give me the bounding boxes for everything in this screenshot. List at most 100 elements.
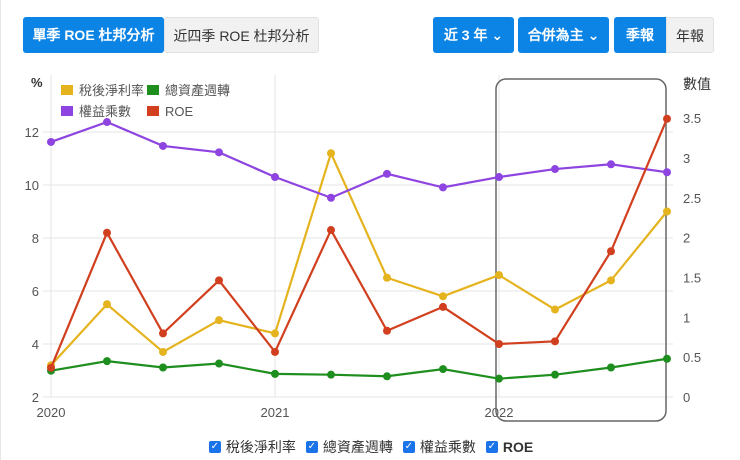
data-point[interactable] [495, 173, 503, 182]
consolidation-label: 合併為主 [527, 27, 584, 43]
data-point[interactable] [383, 273, 391, 282]
y-right-tick: 2.5 [683, 191, 701, 206]
data-point[interactable] [47, 363, 55, 372]
x-tick: 2021 [261, 405, 290, 420]
data-point[interactable] [159, 141, 167, 150]
data-point[interactable] [383, 326, 391, 335]
data-point[interactable] [551, 305, 559, 314]
data-point[interactable] [159, 329, 167, 338]
data-point[interactable] [103, 357, 111, 366]
data-point[interactable] [327, 226, 335, 235]
y-left-tick: 2 [32, 390, 39, 405]
tab-trailing-four-quarter-roe[interactable]: 近四季 ROE 杜邦分析 [164, 17, 319, 53]
data-point[interactable] [551, 165, 559, 174]
series-line [50, 150, 668, 366]
y-left-tick: 4 [32, 337, 39, 352]
data-point[interactable] [551, 337, 559, 346]
dupont-line-chart: 2 4 6 8 10 12 0 0.5 1 1.5 2 2.5 3 3.5% 數值 2020 2021 2022 稅… [25, 75, 711, 422]
data-point[interactable] [383, 372, 391, 381]
tab-single-quarter-roe[interactable]: 單季 ROE 杜邦分析 [23, 17, 164, 53]
data-point[interactable] [271, 369, 279, 378]
y-left-tick: 6 [32, 284, 39, 299]
period-dropdown[interactable]: 近 3 年 ⌄ [433, 17, 514, 53]
y-right-tick: 0.5 [683, 350, 701, 365]
data-point[interactable] [159, 363, 167, 372]
data-point[interactable] [327, 149, 335, 158]
data-point[interactable] [47, 137, 55, 146]
data-point[interactable] [271, 329, 279, 338]
data-point[interactable] [103, 118, 111, 127]
chevron-down-icon: ⌄ [587, 27, 600, 43]
series-line [49, 118, 669, 369]
data-point[interactable] [607, 160, 615, 169]
data-point[interactable] [439, 302, 447, 311]
data-point[interactable] [663, 168, 671, 177]
data-point[interactable] [439, 292, 447, 301]
annual-report-button[interactable]: 年報 [666, 17, 714, 53]
data-point[interactable] [271, 173, 279, 182]
data-point[interactable] [663, 354, 671, 363]
data-point[interactable] [495, 271, 503, 280]
legend-swatch [61, 106, 73, 116]
data-point[interactable] [495, 374, 503, 383]
data-point[interactable] [607, 247, 615, 256]
data-point[interactable] [159, 347, 167, 356]
checkbox-checked-icon[interactable]: ✓ [305, 441, 318, 453]
consolidation-dropdown[interactable]: 合併為主 ⌄ [518, 17, 609, 53]
series-toggle-checkbox[interactable]: ✓ ROE [485, 439, 534, 455]
data-point[interactable] [439, 365, 447, 374]
data-point[interactable] [215, 316, 223, 325]
data-point[interactable] [607, 363, 615, 372]
x-tick: 2022 [485, 405, 514, 420]
data-point[interactable] [663, 114, 671, 123]
data-point[interactable] [103, 228, 111, 237]
data-point[interactable] [215, 359, 223, 368]
data-point[interactable] [327, 370, 335, 379]
data-point[interactable] [383, 169, 391, 178]
data-point[interactable] [663, 207, 671, 216]
period-label: 近 3 年 [443, 27, 488, 43]
legend-swatch [147, 106, 159, 116]
legend-label: 總資產週轉 [165, 83, 230, 98]
series-toggle-label: 總資產週轉 [322, 439, 393, 455]
data-point[interactable] [271, 347, 279, 356]
y-right-tick: 3 [683, 151, 690, 166]
legend-label: ROE [165, 104, 194, 119]
checkbox-checked-icon[interactable]: ✓ [208, 441, 221, 453]
y-left-tick: 8 [32, 231, 39, 246]
y-left-tick: 10 [25, 178, 39, 193]
data-point[interactable] [439, 183, 447, 192]
series-toggle-checkbox[interactable]: ✓ 總資產週轉 [305, 437, 393, 457]
data-point[interactable] [215, 148, 223, 157]
legend-swatch [147, 85, 159, 95]
data-point[interactable] [327, 193, 335, 202]
series-line [50, 120, 668, 199]
data-point[interactable] [495, 340, 503, 348]
series-toggle-checkbox[interactable]: ✓ 權益乘數 [402, 437, 476, 457]
y-right-tick: 1.5 [683, 270, 701, 285]
series-toggle-legend: ✓ 稅後淨利率 ✓ 總資產週轉 ✓ 權益乘數 ✓ ROE [1, 436, 740, 457]
series-line [50, 357, 668, 380]
quarterly-report-button[interactable]: 季報 [614, 17, 666, 53]
data-point[interactable] [551, 370, 559, 379]
legend-swatch [61, 85, 73, 95]
y-right-tick: 3.5 [683, 111, 701, 126]
checkbox-checked-icon[interactable]: ✓ [402, 441, 415, 453]
y-right-label: 數值 [683, 76, 711, 92]
legend-label: 稅後淨利率 [79, 83, 144, 98]
legend-label: 權益乘數 [79, 104, 131, 119]
data-point[interactable] [103, 300, 111, 309]
series-toggle-label: 稅後淨利率 [225, 439, 296, 455]
y-left-label: % [31, 75, 43, 90]
data-point[interactable] [607, 276, 615, 285]
series-toggle-label: 權益乘數 [419, 439, 476, 455]
y-right-tick: 2 [683, 231, 690, 246]
series-toggle-label: ROE [502, 439, 534, 455]
checkbox-checked-icon[interactable]: ✓ [485, 441, 498, 453]
highlight-box [495, 78, 667, 422]
data-point[interactable] [215, 276, 223, 285]
y-right-tick: 0 [683, 390, 690, 405]
chevron-down-icon: ⌄ [491, 27, 504, 43]
series-toggle-checkbox[interactable]: ✓ 稅後淨利率 [208, 437, 296, 457]
